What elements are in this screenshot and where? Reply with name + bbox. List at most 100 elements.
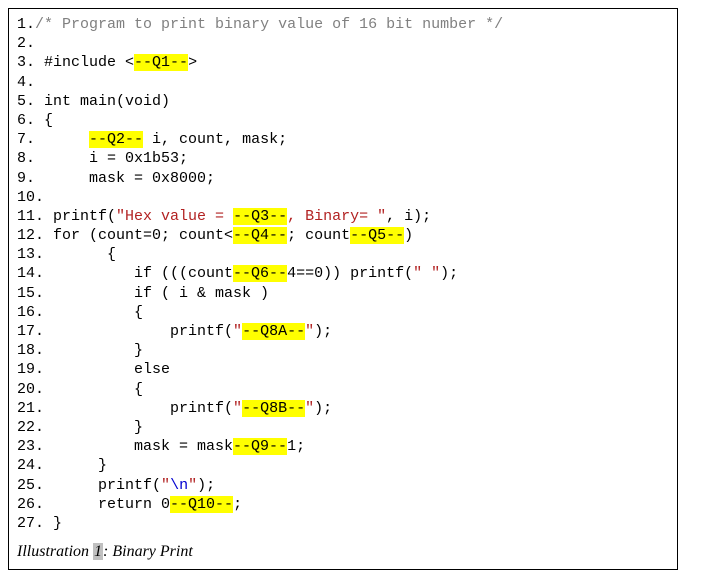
blank-q10: --Q10-- (170, 496, 233, 513)
code-line-1: 1./* Program to print binary value of 16… (17, 15, 669, 34)
lineno: 7. (17, 131, 35, 148)
string: " (233, 400, 242, 417)
code-line-25: 25. printf("\n"); (17, 476, 669, 495)
lineno: 10. (17, 189, 44, 206)
blank-q4: --Q4-- (233, 227, 287, 244)
text: } (44, 515, 62, 532)
code-line-10: 10. (17, 188, 669, 207)
code-line-23: 23. mask = mask--Q9--1; (17, 437, 669, 456)
lineno: 2. (17, 35, 35, 52)
string: " " (413, 265, 440, 282)
string: " (233, 323, 242, 340)
lineno: 19. (17, 361, 44, 378)
comment-open: /* (35, 16, 62, 33)
code-line-7: 7. --Q2-- i, count, mask; (17, 130, 669, 149)
text: { (44, 246, 116, 263)
blank-q8b: --Q8B-- (242, 400, 305, 417)
lineno: 20. (17, 381, 44, 398)
text: ) (404, 227, 413, 244)
text: return 0 (44, 496, 170, 513)
text: ); (197, 477, 215, 494)
lineno: 3. (17, 54, 35, 71)
lineno: 27. (17, 515, 44, 532)
text: { (44, 304, 143, 321)
lineno: 24. (17, 457, 44, 474)
code-line-20: 20. { (17, 380, 669, 399)
text: i = 0x1b53; (35, 150, 188, 167)
code-line-14: 14. if (((count--Q6--4==0)) printf(" "); (17, 264, 669, 283)
string: " (305, 323, 314, 340)
code-line-3: 3. #include <--Q1--> (17, 53, 669, 72)
code-line-27: 27. } (17, 514, 669, 533)
lineno: 1. (17, 16, 35, 33)
text: printf( (44, 208, 116, 225)
lineno: 21. (17, 400, 44, 417)
text: , i); (386, 208, 431, 225)
figure-caption: Illustration 1: Binary Print (17, 543, 669, 561)
comment-text: Program to print binary value of 16 bit … (62, 16, 503, 33)
escape-seq: \n (170, 477, 188, 494)
lineno: 9. (17, 170, 35, 187)
text: ; (233, 496, 242, 513)
code-line-15: 15. if ( i & mask ) (17, 284, 669, 303)
code-line-5: 5. int main(void) (17, 92, 669, 111)
code-line-12: 12. for (count=0; count<--Q4--; count--Q… (17, 226, 669, 245)
lineno: 11. (17, 208, 44, 225)
string: "Hex value = (116, 208, 233, 225)
text: else (44, 361, 170, 378)
caption-number: 1 (93, 543, 103, 560)
blank-q6: --Q6-- (233, 265, 287, 282)
code-line-26: 26. return 0--Q10--; (17, 495, 669, 514)
lineno: 15. (17, 285, 44, 302)
code-line-11: 11. printf("Hex value = --Q3--, Binary= … (17, 207, 669, 226)
lineno: 12. (17, 227, 44, 244)
text: for (count=0; count< (44, 227, 233, 244)
text: } (44, 419, 143, 436)
lineno: 5. (17, 93, 35, 110)
lineno: 14. (17, 265, 44, 282)
lineno: 17. (17, 323, 44, 340)
caption-suffix: : Binary Print (103, 543, 193, 560)
text: ); (314, 400, 332, 417)
blank-q5: --Q5-- (350, 227, 404, 244)
code-line-6: 6. { (17, 111, 669, 130)
text: if (((count (44, 265, 233, 282)
blank-q1: --Q1-- (134, 54, 188, 71)
text: ); (440, 265, 458, 282)
lineno: 6. (17, 112, 35, 129)
text: 1; (287, 438, 305, 455)
text (35, 131, 89, 148)
text: if ( i & mask ) (44, 285, 269, 302)
text: mask = 0x8000; (35, 170, 215, 187)
text: i, count, mask; (143, 131, 287, 148)
lineno: 8. (17, 150, 35, 167)
code-line-22: 22. } (17, 418, 669, 437)
code-line-16: 16. { (17, 303, 669, 322)
code-line-19: 19. else (17, 360, 669, 379)
text: } (44, 342, 143, 359)
blank-q2: --Q2-- (89, 131, 143, 148)
blank-q8a: --Q8A-- (242, 323, 305, 340)
text: ); (314, 323, 332, 340)
blank-q9: --Q9-- (233, 438, 287, 455)
text: 4==0)) printf( (287, 265, 413, 282)
lineno: 23. (17, 438, 44, 455)
code-line-4: 4. (17, 73, 669, 92)
string: " (305, 400, 314, 417)
text: { (44, 381, 143, 398)
text: > (188, 54, 197, 71)
text: printf( (44, 400, 233, 417)
text: ; count (287, 227, 350, 244)
code-line-2: 2. (17, 34, 669, 53)
lineno: 25. (17, 477, 44, 494)
text: printf( (44, 323, 233, 340)
caption-prefix: Illustration (17, 543, 93, 560)
lineno: 18. (17, 342, 44, 359)
lineno: 13. (17, 246, 44, 263)
code-line-13: 13. { (17, 245, 669, 264)
lineno: 22. (17, 419, 44, 436)
code-line-17: 17. printf("--Q8A--"); (17, 322, 669, 341)
string: " (161, 477, 170, 494)
code-line-24: 24. } (17, 456, 669, 475)
code-line-21: 21. printf("--Q8B--"); (17, 399, 669, 418)
